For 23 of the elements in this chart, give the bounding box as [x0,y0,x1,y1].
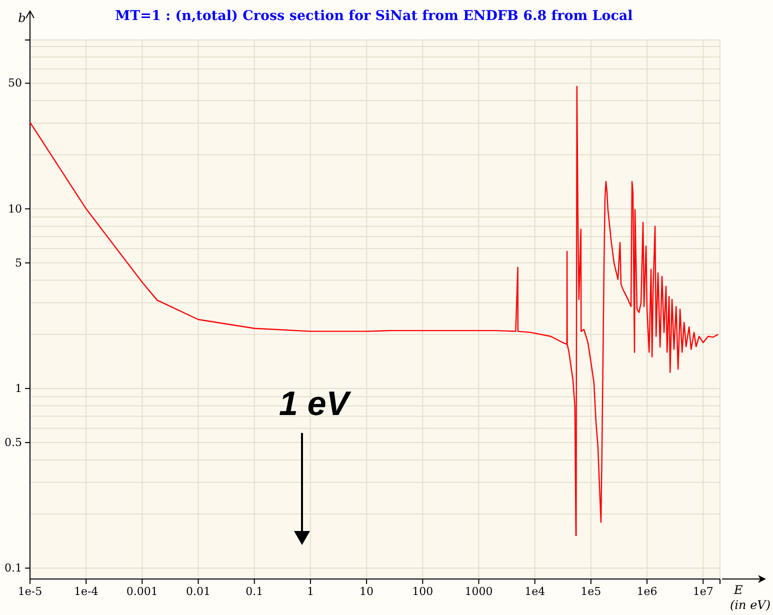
y-tick-label: 0.1 [4,562,22,575]
x-tick-label: 1e7 [692,584,714,598]
x-tick-label: 1e-5 [18,584,42,598]
x-tick-label: 0.1 [246,584,264,598]
x-tick-label: 10 [360,584,374,598]
y-tick-label: 5 [15,256,22,270]
x-axis-title: E (in eV) [730,583,771,612]
annotation: 1 eV [279,385,352,423]
x-tick-label: 1e5 [580,584,602,598]
x-tick-label: 1e6 [636,584,658,598]
x-tick-label: 100 [412,584,434,598]
x-tick-label: 1000 [464,584,493,598]
y-tick-label: 1 [15,382,22,395]
x-tick-label: 1 [306,584,314,598]
y-tick-label: 0.5 [4,436,22,450]
x-tick-label: 1e4 [524,584,546,598]
x-tick-label: 1e-4 [74,584,98,598]
x-tick-label: 0.001 [126,584,158,598]
y-axis-title: b [18,11,26,25]
chart-title: MT=1 : (n,total) Cross section for SiNat from ENDFB 6.8 from Local [115,8,633,24]
x-tick-label: 0.01 [186,584,211,598]
y-tick-label: 50 [8,76,22,90]
y-tick-label: 10 [8,202,22,216]
